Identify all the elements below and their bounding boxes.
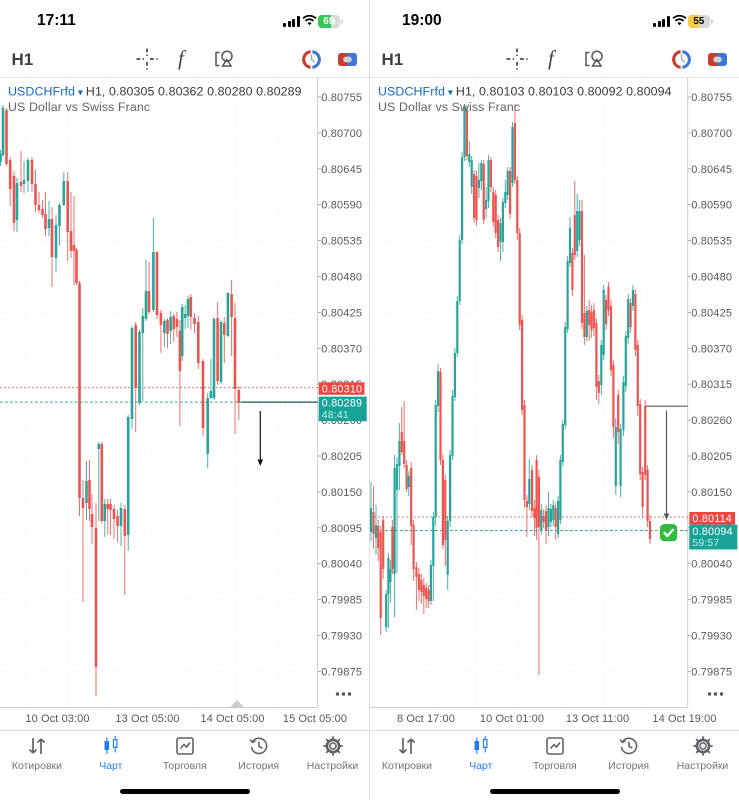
- svg-text:0.80755: 0.80755: [691, 92, 732, 104]
- svg-text:0.80590: 0.80590: [321, 200, 362, 212]
- svg-text:8 Oct 17:00: 8 Oct 17:00: [397, 713, 455, 725]
- svg-text:0.80114: 0.80114: [692, 513, 732, 525]
- svg-text:15 Oct 05:00: 15 Oct 05:00: [283, 713, 347, 725]
- svg-text:0.80480: 0.80480: [321, 272, 362, 284]
- svg-text:0.80370: 0.80370: [321, 343, 362, 355]
- svg-text:0.80370: 0.80370: [691, 343, 732, 355]
- svg-text:US Dollar vs Swiss Franc: US Dollar vs Swiss Franc: [8, 100, 150, 114]
- svg-text:0.80700: 0.80700: [691, 128, 732, 140]
- svg-text:US Dollar vs Swiss Franc: US Dollar vs Swiss Franc: [378, 100, 520, 114]
- svg-text:13 Oct 05:00: 13 Oct 05:00: [115, 713, 179, 725]
- svg-text:0.80040: 0.80040: [691, 559, 732, 571]
- svg-text:USDCHFrfd ▾ H1, 0.80305 0.8036: USDCHFrfd ▾ H1, 0.80305 0.80362 0.80280 …: [8, 85, 302, 99]
- svg-text:0.80205: 0.80205: [321, 451, 362, 463]
- svg-text:0.80260: 0.80260: [691, 415, 732, 427]
- svg-text:0.80315: 0.80315: [691, 379, 732, 391]
- svg-text:0.79875: 0.79875: [321, 666, 362, 678]
- svg-text:USDCHFrfd ▾ H1, 0.80103 0.8010: USDCHFrfd ▾ H1, 0.80103 0.80103 0.80092 …: [378, 85, 672, 99]
- svg-text:0.80094: 0.80094: [692, 526, 732, 538]
- svg-text:0.80535: 0.80535: [321, 236, 362, 248]
- svg-text:0.79930: 0.79930: [691, 631, 732, 643]
- svg-text:0.79875: 0.79875: [691, 666, 732, 678]
- svg-text:0.80150: 0.80150: [691, 487, 732, 499]
- svg-text:10 Oct 01:00: 10 Oct 01:00: [480, 713, 544, 725]
- svg-text:0.80645: 0.80645: [321, 164, 362, 176]
- svg-text:0.80700: 0.80700: [321, 128, 362, 140]
- svg-text:0.80755: 0.80755: [321, 92, 362, 104]
- svg-text:48:41: 48:41: [322, 410, 349, 421]
- svg-text:0.80289: 0.80289: [322, 398, 362, 410]
- svg-text:14 Oct 19:00: 14 Oct 19:00: [652, 713, 716, 725]
- svg-text:0.79985: 0.79985: [321, 595, 362, 607]
- svg-text:0.80310: 0.80310: [322, 383, 362, 395]
- svg-text:0.80205: 0.80205: [691, 451, 732, 463]
- svg-text:0.80095: 0.80095: [321, 523, 362, 535]
- svg-text:0.80535: 0.80535: [691, 236, 732, 248]
- svg-text:0.80425: 0.80425: [691, 307, 732, 319]
- svg-text:10 Oct 03:00: 10 Oct 03:00: [25, 713, 89, 725]
- svg-text:0.80480: 0.80480: [691, 272, 732, 284]
- svg-text:14 Oct 05:00: 14 Oct 05:00: [200, 713, 264, 725]
- svg-text:0.80425: 0.80425: [321, 307, 362, 319]
- svg-text:59:57: 59:57: [692, 538, 719, 549]
- svg-text:0.80645: 0.80645: [691, 164, 732, 176]
- svg-text:0.79930: 0.79930: [321, 631, 362, 643]
- svg-text:0.80150: 0.80150: [321, 487, 362, 499]
- svg-text:13 Oct 11:00: 13 Oct 11:00: [566, 713, 629, 725]
- svg-text:0.80040: 0.80040: [321, 559, 362, 571]
- svg-text:0.80590: 0.80590: [691, 200, 732, 212]
- svg-text:0.79985: 0.79985: [691, 595, 732, 607]
